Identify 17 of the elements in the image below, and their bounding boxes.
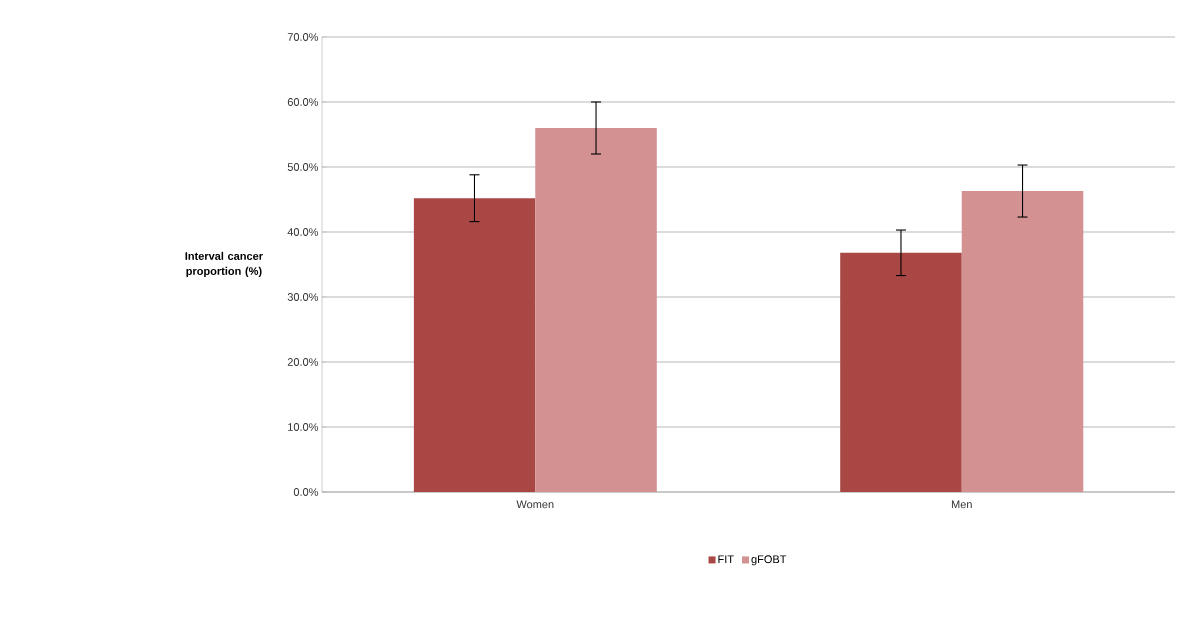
y-tick-label: 10.0% <box>288 423 319 431</box>
y-tick-label: 50.0% <box>287 163 319 171</box>
y-tick-label: 30.0% <box>287 293 319 301</box>
x-tick-label: Men <box>951 500 972 509</box>
legend-label: gFOBT <box>751 555 787 566</box>
legend-label: FIT <box>718 555 734 563</box>
bar <box>413 198 536 492</box>
x-tick-label: Women <box>516 500 554 509</box>
y-axis-title: Interval cancer proportion (%) <box>185 251 263 278</box>
y-tick-label: 60.0% <box>287 98 319 106</box>
y-tick-label: 40.0% <box>287 228 319 236</box>
bar <box>535 127 657 492</box>
y-tick-label: 0.0% <box>293 488 319 496</box>
bar <box>961 191 1084 492</box>
y-tick-label: 20.0% <box>287 358 319 366</box>
y-tick-label: 70.0% <box>287 33 319 41</box>
bar <box>840 252 962 492</box>
